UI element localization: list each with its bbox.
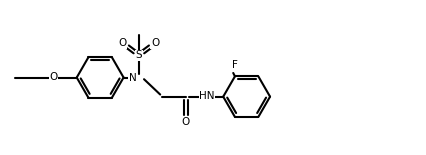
Text: O: O bbox=[151, 38, 159, 48]
Text: S: S bbox=[135, 50, 142, 60]
Text: O: O bbox=[49, 72, 58, 82]
Text: HN: HN bbox=[199, 91, 215, 101]
Text: F: F bbox=[232, 60, 238, 70]
Text: N: N bbox=[129, 73, 136, 82]
Text: O: O bbox=[181, 117, 190, 127]
Text: O: O bbox=[118, 38, 127, 48]
